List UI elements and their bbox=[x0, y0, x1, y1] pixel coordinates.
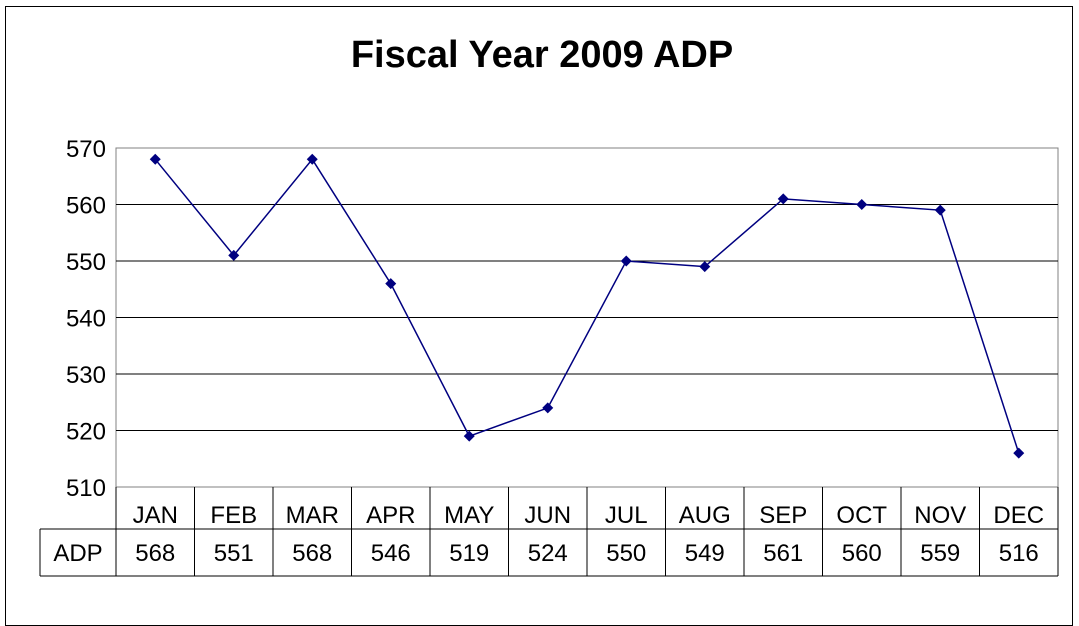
x-tick-label: APR bbox=[366, 502, 415, 529]
x-tick-label: SEP bbox=[759, 502, 807, 529]
y-tick-label: 570 bbox=[66, 136, 106, 163]
data-point bbox=[306, 153, 318, 165]
table-value: 560 bbox=[842, 540, 882, 567]
data-point bbox=[228, 249, 240, 261]
y-tick-label: 550 bbox=[66, 249, 106, 276]
table-value: 550 bbox=[606, 540, 646, 567]
data-point bbox=[620, 255, 632, 267]
table-value: 561 bbox=[763, 540, 803, 567]
table-value: 546 bbox=[371, 540, 411, 567]
y-axis: 570 560 550 540 530 520 510 bbox=[66, 136, 106, 502]
x-tick-label: OCT bbox=[836, 502, 887, 529]
x-tick-label: NOV bbox=[914, 502, 966, 529]
data-point bbox=[934, 204, 946, 216]
data-point bbox=[149, 153, 161, 165]
y-tick-label: 520 bbox=[66, 419, 106, 446]
x-tick-label: JUN bbox=[524, 502, 571, 529]
gridlines bbox=[116, 204, 1058, 431]
table-series-label: ADP bbox=[53, 540, 102, 567]
y-tick-label: 540 bbox=[66, 306, 106, 333]
table-value: 516 bbox=[999, 540, 1039, 567]
data-point bbox=[1013, 447, 1025, 459]
data-point bbox=[463, 430, 475, 442]
series-markers bbox=[149, 153, 1025, 459]
table-value: 519 bbox=[449, 540, 489, 567]
x-tick-label: FEB bbox=[210, 502, 257, 529]
x-tick-label: DEC bbox=[993, 502, 1044, 529]
table-value: 559 bbox=[920, 540, 960, 567]
series-line-adp bbox=[154, 158, 1020, 454]
table-value: 549 bbox=[685, 540, 725, 567]
x-tick-label: AUG bbox=[679, 502, 731, 529]
data-point bbox=[699, 261, 711, 273]
y-tick-label: 560 bbox=[66, 193, 106, 220]
data-point bbox=[856, 199, 868, 210]
x-tick-label: JUL bbox=[605, 502, 648, 529]
data-table: ADP JAN 568 FEB 551 MAR 568 APR 546 MAY 519 JUN 524 J… bbox=[39, 487, 1059, 577]
chart-title: Fiscal Year 2009 ADP bbox=[351, 34, 733, 76]
table-value: 568 bbox=[292, 540, 332, 567]
table-value: 551 bbox=[214, 540, 254, 567]
y-tick-label: 530 bbox=[66, 362, 106, 389]
data-point bbox=[777, 193, 789, 205]
chart-svg: Fiscal Year 2009 ADP 5705605505405305205… bbox=[39, 34, 1059, 577]
y-tick-label: 510 bbox=[66, 475, 106, 502]
data-point bbox=[542, 402, 554, 414]
x-tick-label: MAY bbox=[444, 502, 494, 529]
data-point bbox=[385, 278, 397, 290]
x-tick-label: MAR bbox=[286, 502, 339, 529]
table-value: 524 bbox=[528, 540, 568, 567]
x-tick-label: JAN bbox=[133, 502, 178, 529]
table-value: 568 bbox=[135, 540, 175, 567]
